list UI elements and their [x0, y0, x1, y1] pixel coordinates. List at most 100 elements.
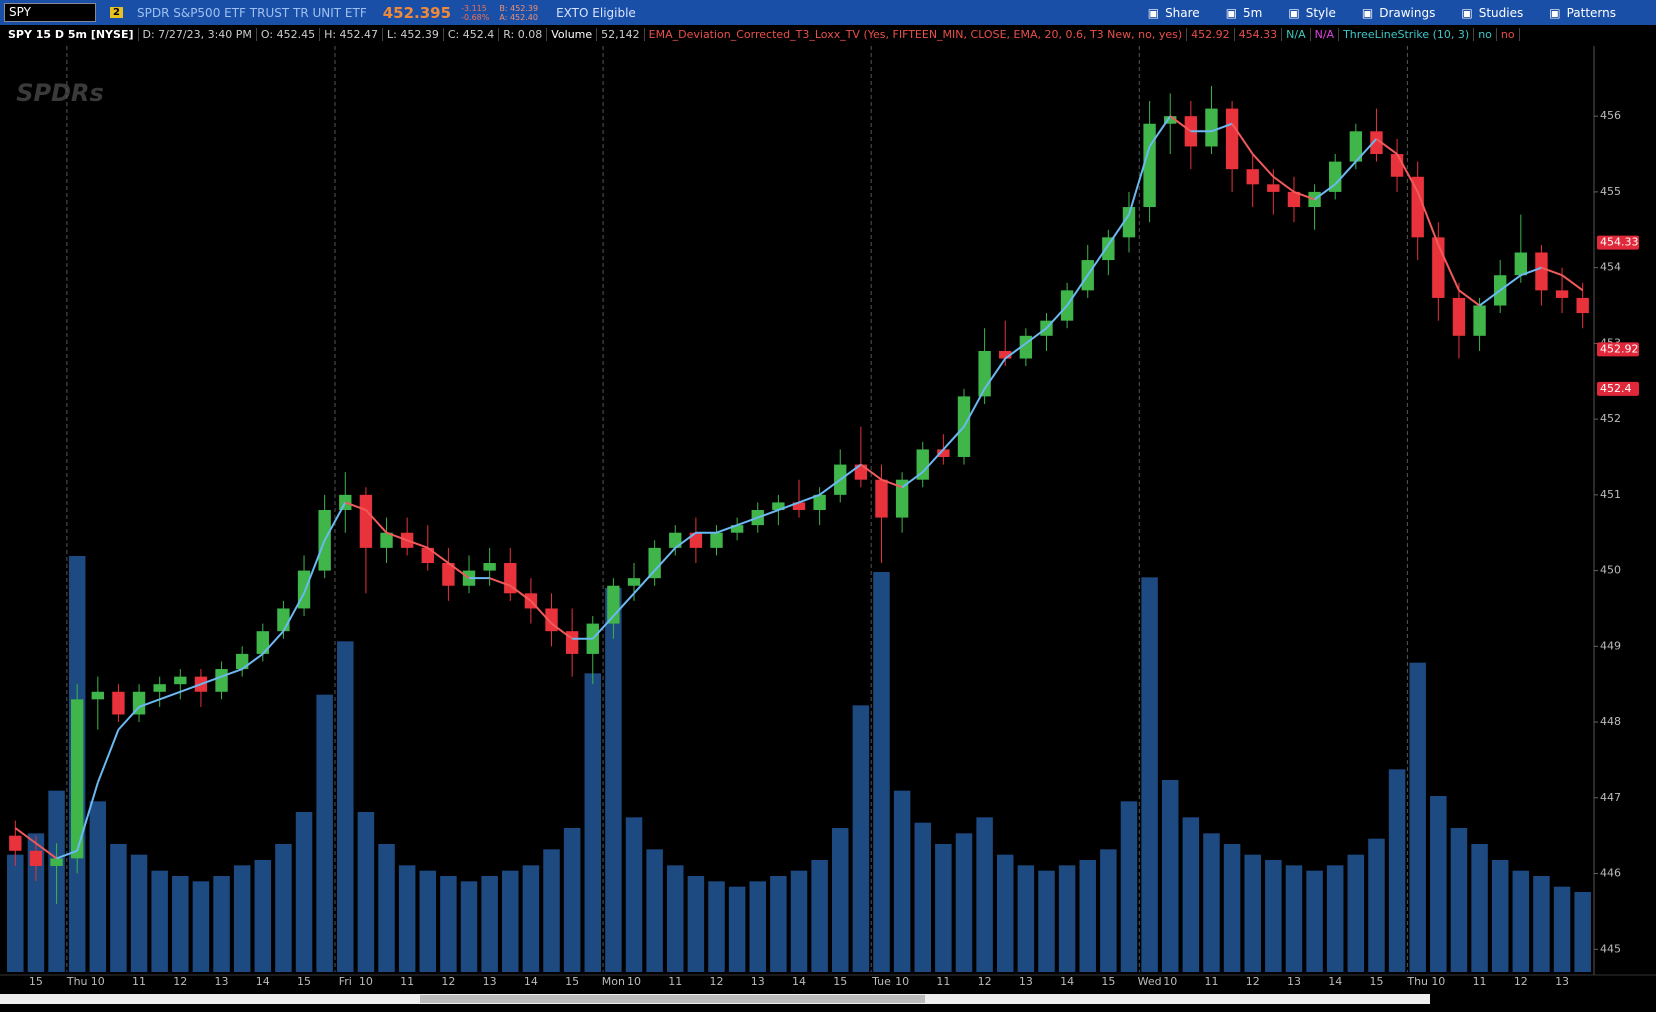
candle-body — [1370, 131, 1383, 155]
candle-body — [380, 532, 393, 548]
info-low: L: 452.39 — [383, 27, 444, 41]
t3-line — [1169, 115, 1192, 133]
scrollbar[interactable] — [0, 994, 1430, 1004]
candle-body — [462, 570, 476, 586]
t3-line — [1396, 153, 1419, 193]
volume-bar — [893, 790, 911, 972]
candle-body — [1452, 297, 1466, 336]
bid-ask: B: 452.39 A: 452.40 — [499, 4, 538, 22]
t3-line — [716, 524, 738, 534]
y-tick-label: 450 — [1600, 564, 1621, 577]
studies-button[interactable]: Studies — [1461, 6, 1524, 20]
candle-body — [1349, 131, 1363, 162]
volume-bar — [1285, 865, 1303, 972]
candle-body — [813, 494, 826, 510]
candle-body — [1205, 108, 1218, 147]
t3-line — [1416, 191, 1440, 246]
t3-line — [1541, 266, 1563, 277]
strike-study[interactable]: ThreeLineStrike (10, 3) — [1339, 27, 1475, 41]
t3-line — [1086, 244, 1110, 276]
study-name[interactable]: EMA_Deviation_Corrected_T3_Loxx_TV (Yes,… — [645, 27, 1188, 41]
t3-line — [653, 547, 677, 572]
t3-line — [509, 584, 532, 602]
volume-bar — [563, 828, 581, 972]
candle-body — [1390, 154, 1404, 177]
x-tick-label: Thu — [66, 975, 88, 988]
volume-bar — [1533, 876, 1550, 972]
candle-body — [1267, 184, 1280, 192]
x-tick-label: 11 — [132, 975, 146, 988]
volume-bar — [1038, 870, 1055, 972]
t3-line — [14, 827, 37, 845]
drawings-button[interactable]: Drawings — [1362, 6, 1435, 20]
share-button[interactable]: Share — [1148, 6, 1200, 20]
bid: B: 452.39 — [499, 3, 539, 13]
candle-body — [730, 525, 744, 533]
price-marker — [1597, 381, 1639, 396]
x-tick-label: 13 — [215, 975, 229, 988]
info-bar: SPY 15 D 5m [NYSE] D: 7/27/23, 3:40 PM O… — [4, 25, 1520, 43]
volume-bar — [976, 817, 993, 972]
x-tick-label: 13 — [1019, 975, 1033, 988]
volume-bar — [935, 844, 952, 972]
x-tick-label: 10 — [91, 975, 105, 988]
t3-line — [282, 592, 305, 632]
t3-line — [221, 668, 243, 678]
y-tick-label: 456 — [1600, 109, 1621, 122]
candle-body — [565, 631, 579, 654]
candle-body — [648, 547, 661, 579]
volume-bar — [1058, 865, 1076, 972]
candle-body — [607, 585, 620, 624]
y-tick-label: 454 — [1600, 261, 1621, 274]
x-tick-label: Tue — [871, 975, 891, 988]
x-tick-label: 13 — [751, 975, 765, 988]
symbol-input[interactable]: SPY — [4, 3, 96, 22]
study-na: N/A — [1311, 27, 1340, 41]
candle-body — [1040, 320, 1053, 336]
t3-line — [778, 501, 800, 511]
t3-line — [1148, 115, 1172, 148]
candle-body — [359, 494, 373, 548]
candle-body — [339, 494, 352, 510]
candle-body — [235, 653, 249, 670]
watermark: SPDRs — [16, 79, 104, 107]
candle-body — [1060, 290, 1074, 321]
volume-bar — [110, 844, 127, 972]
t3-line — [1313, 183, 1336, 201]
scroll-thumb[interactable] — [420, 995, 925, 1003]
volume-bar — [481, 876, 498, 972]
t3-line — [344, 501, 367, 511]
volume-bar — [605, 588, 622, 972]
style-button[interactable]: Style — [1288, 6, 1336, 20]
exto: EXTO Eligible — [556, 5, 636, 20]
volume-bar — [708, 881, 725, 972]
y-tick-label: 449 — [1600, 639, 1621, 652]
x-tick-label: Mon — [602, 975, 625, 988]
t3-line — [1066, 274, 1089, 307]
volume-bar — [1450, 828, 1468, 972]
volume-bar — [1120, 801, 1138, 972]
ask: A: 452.40 — [499, 12, 538, 22]
t3-line — [1561, 274, 1584, 292]
t3-line — [674, 531, 697, 549]
candle-body — [978, 350, 991, 397]
volume-bar — [172, 876, 189, 972]
t3-line — [489, 577, 511, 587]
volume-bar — [625, 817, 643, 972]
candle-body — [895, 479, 909, 518]
candle-body — [792, 502, 806, 510]
info-date: D: 7/27/23, 3:40 PM — [139, 27, 257, 41]
info-open: O: 452.45 — [257, 27, 321, 41]
candle-body — [1514, 252, 1528, 276]
candle-body — [545, 608, 558, 632]
candle-body — [194, 676, 208, 692]
t3-line — [633, 569, 656, 594]
t3-line — [1293, 190, 1315, 201]
volume-bar — [357, 812, 375, 972]
volume-bar — [996, 854, 1014, 972]
t3-line — [736, 516, 759, 527]
timeframe-button[interactable]: 5m — [1226, 6, 1262, 20]
link-badge[interactable]: 2 — [110, 7, 123, 18]
y-tick-label: 445 — [1600, 942, 1621, 955]
patterns-button[interactable]: Patterns — [1549, 6, 1616, 20]
